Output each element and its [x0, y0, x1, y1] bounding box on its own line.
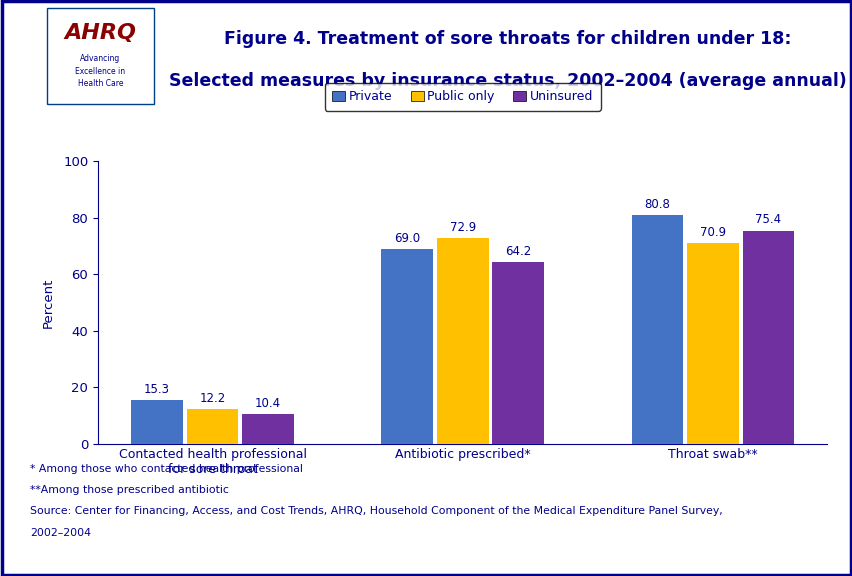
Text: Advancing: Advancing — [80, 54, 120, 63]
Text: 10.4: 10.4 — [255, 397, 281, 410]
Text: **Among those prescribed antibiotic: **Among those prescribed antibiotic — [30, 485, 228, 495]
Bar — [436, 238, 488, 444]
Legend: Private, Public only, Uninsured: Private, Public only, Uninsured — [325, 83, 600, 111]
Bar — [187, 409, 238, 444]
Bar — [630, 215, 682, 444]
Bar — [242, 414, 294, 444]
Text: 69.0: 69.0 — [394, 232, 420, 245]
Text: Source: Center for Financing, Access, and Cost Trends, AHRQ, Household Component: Source: Center for Financing, Access, an… — [30, 506, 722, 516]
Text: Selected measures by insurance status, 2002–2004 (average annual): Selected measures by insurance status, 2… — [169, 72, 845, 90]
Bar — [742, 231, 793, 444]
Text: 72.9: 72.9 — [449, 221, 475, 233]
Text: * Among those who contacted health professional: * Among those who contacted health profe… — [30, 464, 302, 473]
Text: Figure 4. Treatment of sore throats for children under 18:: Figure 4. Treatment of sore throats for … — [223, 31, 791, 48]
Y-axis label: Percent: Percent — [42, 277, 55, 328]
Text: 12.2: 12.2 — [199, 392, 226, 405]
Text: Health Care: Health Care — [78, 79, 123, 88]
Bar — [381, 249, 433, 444]
Text: 15.3: 15.3 — [144, 383, 170, 396]
Bar — [687, 244, 738, 444]
Text: 64.2: 64.2 — [504, 245, 531, 258]
Text: 80.8: 80.8 — [644, 198, 670, 211]
Bar — [131, 400, 182, 444]
Text: 70.9: 70.9 — [699, 226, 725, 239]
Text: 2002–2004: 2002–2004 — [30, 528, 91, 537]
FancyBboxPatch shape — [47, 8, 154, 104]
Text: Excellence in: Excellence in — [75, 67, 125, 75]
Bar — [492, 262, 544, 444]
Text: AHRQ: AHRQ — [65, 22, 136, 43]
Text: 75.4: 75.4 — [755, 214, 780, 226]
